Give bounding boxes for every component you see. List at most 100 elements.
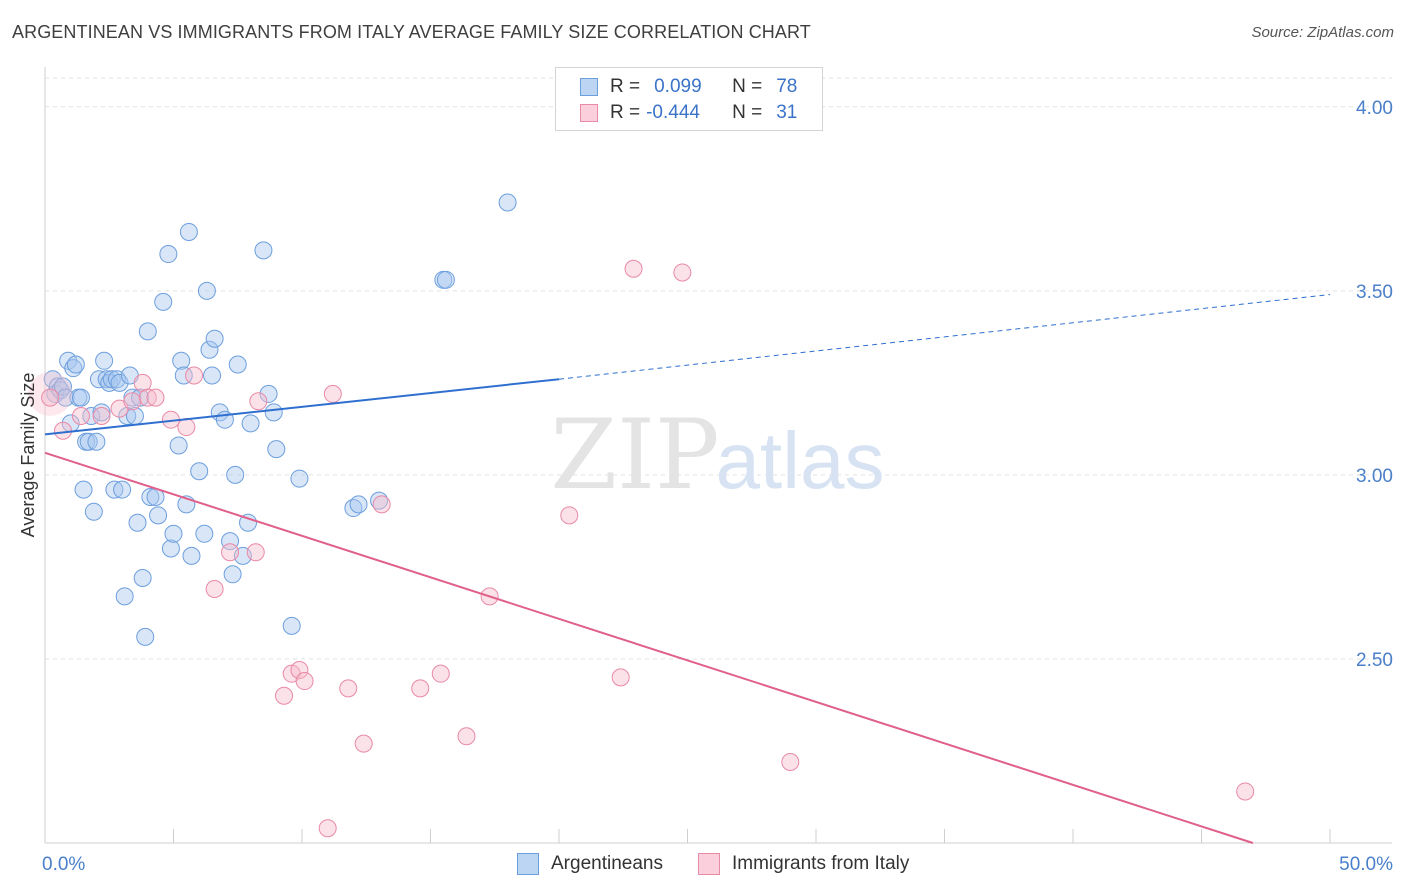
legend-r-label: R = (610, 102, 641, 123)
italy-point (92, 407, 111, 426)
italy-point (138, 388, 157, 407)
argentineans-point (241, 414, 260, 433)
watermark-zip: ZIP (550, 399, 719, 511)
argentineans-point (138, 322, 157, 341)
legend-n-value: 31 (776, 102, 798, 123)
argentineans-point (84, 502, 103, 521)
legend-n-label: N = (732, 102, 763, 123)
argentineans-point (56, 388, 75, 407)
argentineans-point (159, 245, 178, 264)
legend-r-value: 0.099 (654, 76, 702, 97)
argentineans-point (113, 480, 132, 499)
argentineans-point (436, 270, 455, 289)
italy-point (354, 734, 373, 753)
argentineans-point (154, 292, 173, 311)
argentineans-point (161, 539, 180, 558)
argentineans-point (182, 546, 201, 565)
watermark: ZIP atlas (550, 399, 884, 511)
axes (44, 67, 1392, 844)
source-label: Source: ZipAtlas.com (1251, 24, 1394, 41)
argentineans-point (89, 370, 108, 389)
argentineans-point (259, 384, 278, 403)
italy-point (781, 753, 800, 772)
chart-title: ARGENTINEAN VS IMMIGRANTS FROM ITALY AVE… (12, 22, 811, 42)
argentineans-point (149, 506, 168, 525)
legend-r-label: R = (610, 76, 641, 97)
y-tick-label: 3.50 (1356, 282, 1393, 303)
argentineans-point (221, 532, 240, 551)
legend-swatch-blue (580, 78, 598, 96)
italy-point (431, 664, 450, 683)
argentineans-point (190, 462, 209, 481)
legend-r-value: -0.444 (646, 102, 700, 123)
legend-n-label: N = (732, 76, 763, 97)
argentineans-point (141, 487, 160, 506)
x-tick-label: 0.0% (42, 854, 85, 875)
argentineans-point (174, 366, 193, 385)
bottom-legend-swatch-pink (698, 853, 720, 875)
italy-point (53, 421, 72, 440)
argentineans-point (53, 377, 72, 396)
italy-point (624, 259, 643, 278)
argentineans-point (105, 480, 124, 499)
argentineans-point (95, 351, 114, 370)
argentineans-point (226, 465, 245, 484)
argentineans-point (133, 568, 152, 587)
italy-point (372, 495, 391, 514)
italy-point (221, 543, 240, 562)
italy-point (146, 388, 165, 407)
argentineans-point (87, 432, 106, 451)
italy-point (205, 580, 224, 599)
italy-point (560, 506, 579, 525)
legend-n-value: 78 (776, 76, 798, 97)
italy-point (185, 366, 204, 385)
argentineans-point (169, 436, 188, 455)
argentineans-point (71, 388, 90, 407)
argentineans-point (195, 524, 214, 543)
argentineans-point (74, 480, 93, 499)
italy-point (339, 679, 358, 698)
argentineans-point (203, 366, 222, 385)
italy-point (290, 660, 309, 679)
italy-point (249, 392, 268, 411)
argentineans-point (46, 384, 65, 403)
argentineans-point (349, 495, 368, 514)
italy-point (71, 407, 90, 426)
italy-point-large (28, 371, 73, 416)
italy-point (673, 263, 692, 282)
italy-point (1236, 782, 1255, 801)
italy-point (323, 384, 342, 403)
italy-points (28, 259, 1255, 838)
legend-row-italy: R = -0.444 N = 31 (580, 101, 797, 125)
argentineans-point (228, 355, 247, 374)
italy-trend-line (44, 451, 1254, 844)
x-tick-label: 50.0% (1339, 854, 1393, 875)
argentineans-point (498, 193, 517, 212)
argentineans-point (290, 469, 309, 488)
argentineans-point (136, 627, 155, 646)
y-axis-title: Average Family Size (18, 373, 38, 538)
bottom-legend-argentineans: Argentineans (517, 852, 663, 876)
y-tick-label: 2.50 (1356, 650, 1393, 671)
argentineans-point (172, 351, 191, 370)
italy-point (275, 686, 294, 705)
argentineans-point (223, 565, 242, 584)
argentineans-point (125, 407, 144, 426)
argentineans-point (282, 616, 301, 635)
bottom-legend-swatch-blue (517, 853, 539, 875)
bottom-legend-italy: Immigrants from Italy (698, 852, 909, 876)
trend-lines (44, 294, 1331, 844)
argentineans-point (82, 407, 101, 426)
argentineans-point (239, 513, 258, 532)
grid (45, 77, 1392, 660)
argentineans-point (128, 513, 147, 532)
argentineans-point (197, 281, 216, 300)
watermark-atlas: atlas (716, 416, 885, 505)
correlation-legend: R = 0.099 N = 78 R = -0.444 N = 31 (555, 67, 823, 131)
argentineans-point (110, 373, 129, 392)
tick-labels: 2.50 3.00 3.50 4.00 0.0% 50.0% (42, 98, 1393, 875)
argentineans-point (79, 432, 98, 451)
italy-point (41, 388, 60, 407)
y-tick-label: 3.00 (1356, 466, 1393, 487)
italy-point (295, 672, 314, 691)
